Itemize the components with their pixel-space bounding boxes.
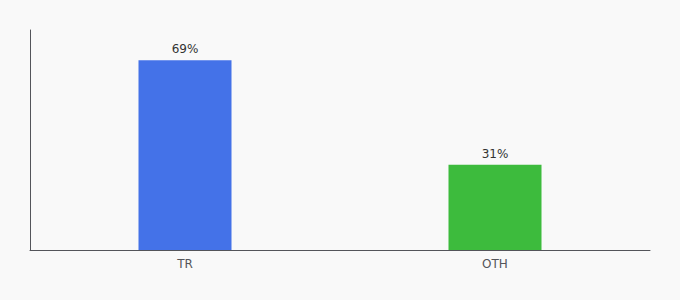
svg-text:TR: TR xyxy=(176,257,193,271)
svg-text:69%: 69% xyxy=(172,42,199,56)
svg-text:31%: 31% xyxy=(482,147,509,161)
svg-text:OTH: OTH xyxy=(482,257,508,271)
